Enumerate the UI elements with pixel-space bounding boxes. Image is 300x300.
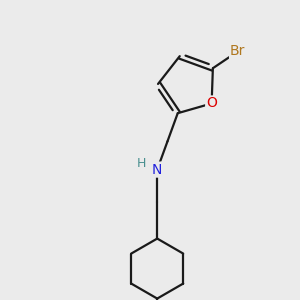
Text: H: H [136, 157, 146, 170]
Text: N: N [152, 163, 162, 177]
Text: O: O [206, 97, 217, 110]
Text: Br: Br [230, 44, 245, 58]
